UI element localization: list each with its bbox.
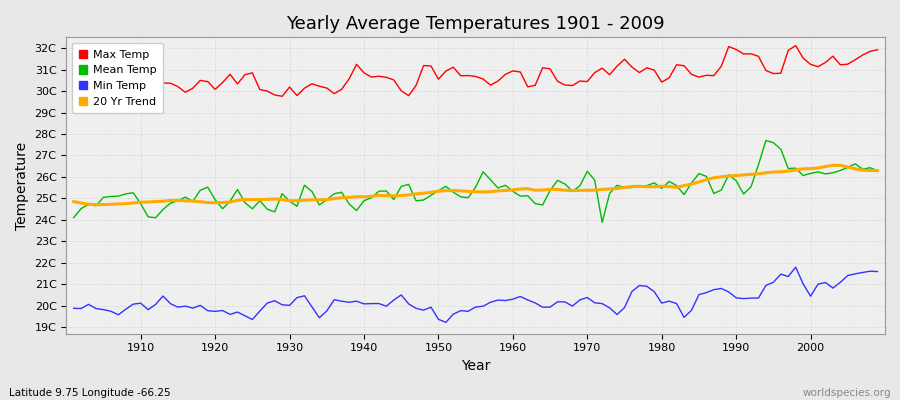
Text: Latitude 9.75 Longitude -66.25: Latitude 9.75 Longitude -66.25 [9, 388, 171, 398]
X-axis label: Year: Year [461, 359, 491, 373]
Title: Yearly Average Temperatures 1901 - 2009: Yearly Average Temperatures 1901 - 2009 [286, 15, 665, 33]
Text: worldspecies.org: worldspecies.org [803, 388, 891, 398]
Y-axis label: Temperature: Temperature [15, 142, 29, 230]
Legend: Max Temp, Mean Temp, Min Temp, 20 Yr Trend: Max Temp, Mean Temp, Min Temp, 20 Yr Tre… [72, 43, 163, 113]
